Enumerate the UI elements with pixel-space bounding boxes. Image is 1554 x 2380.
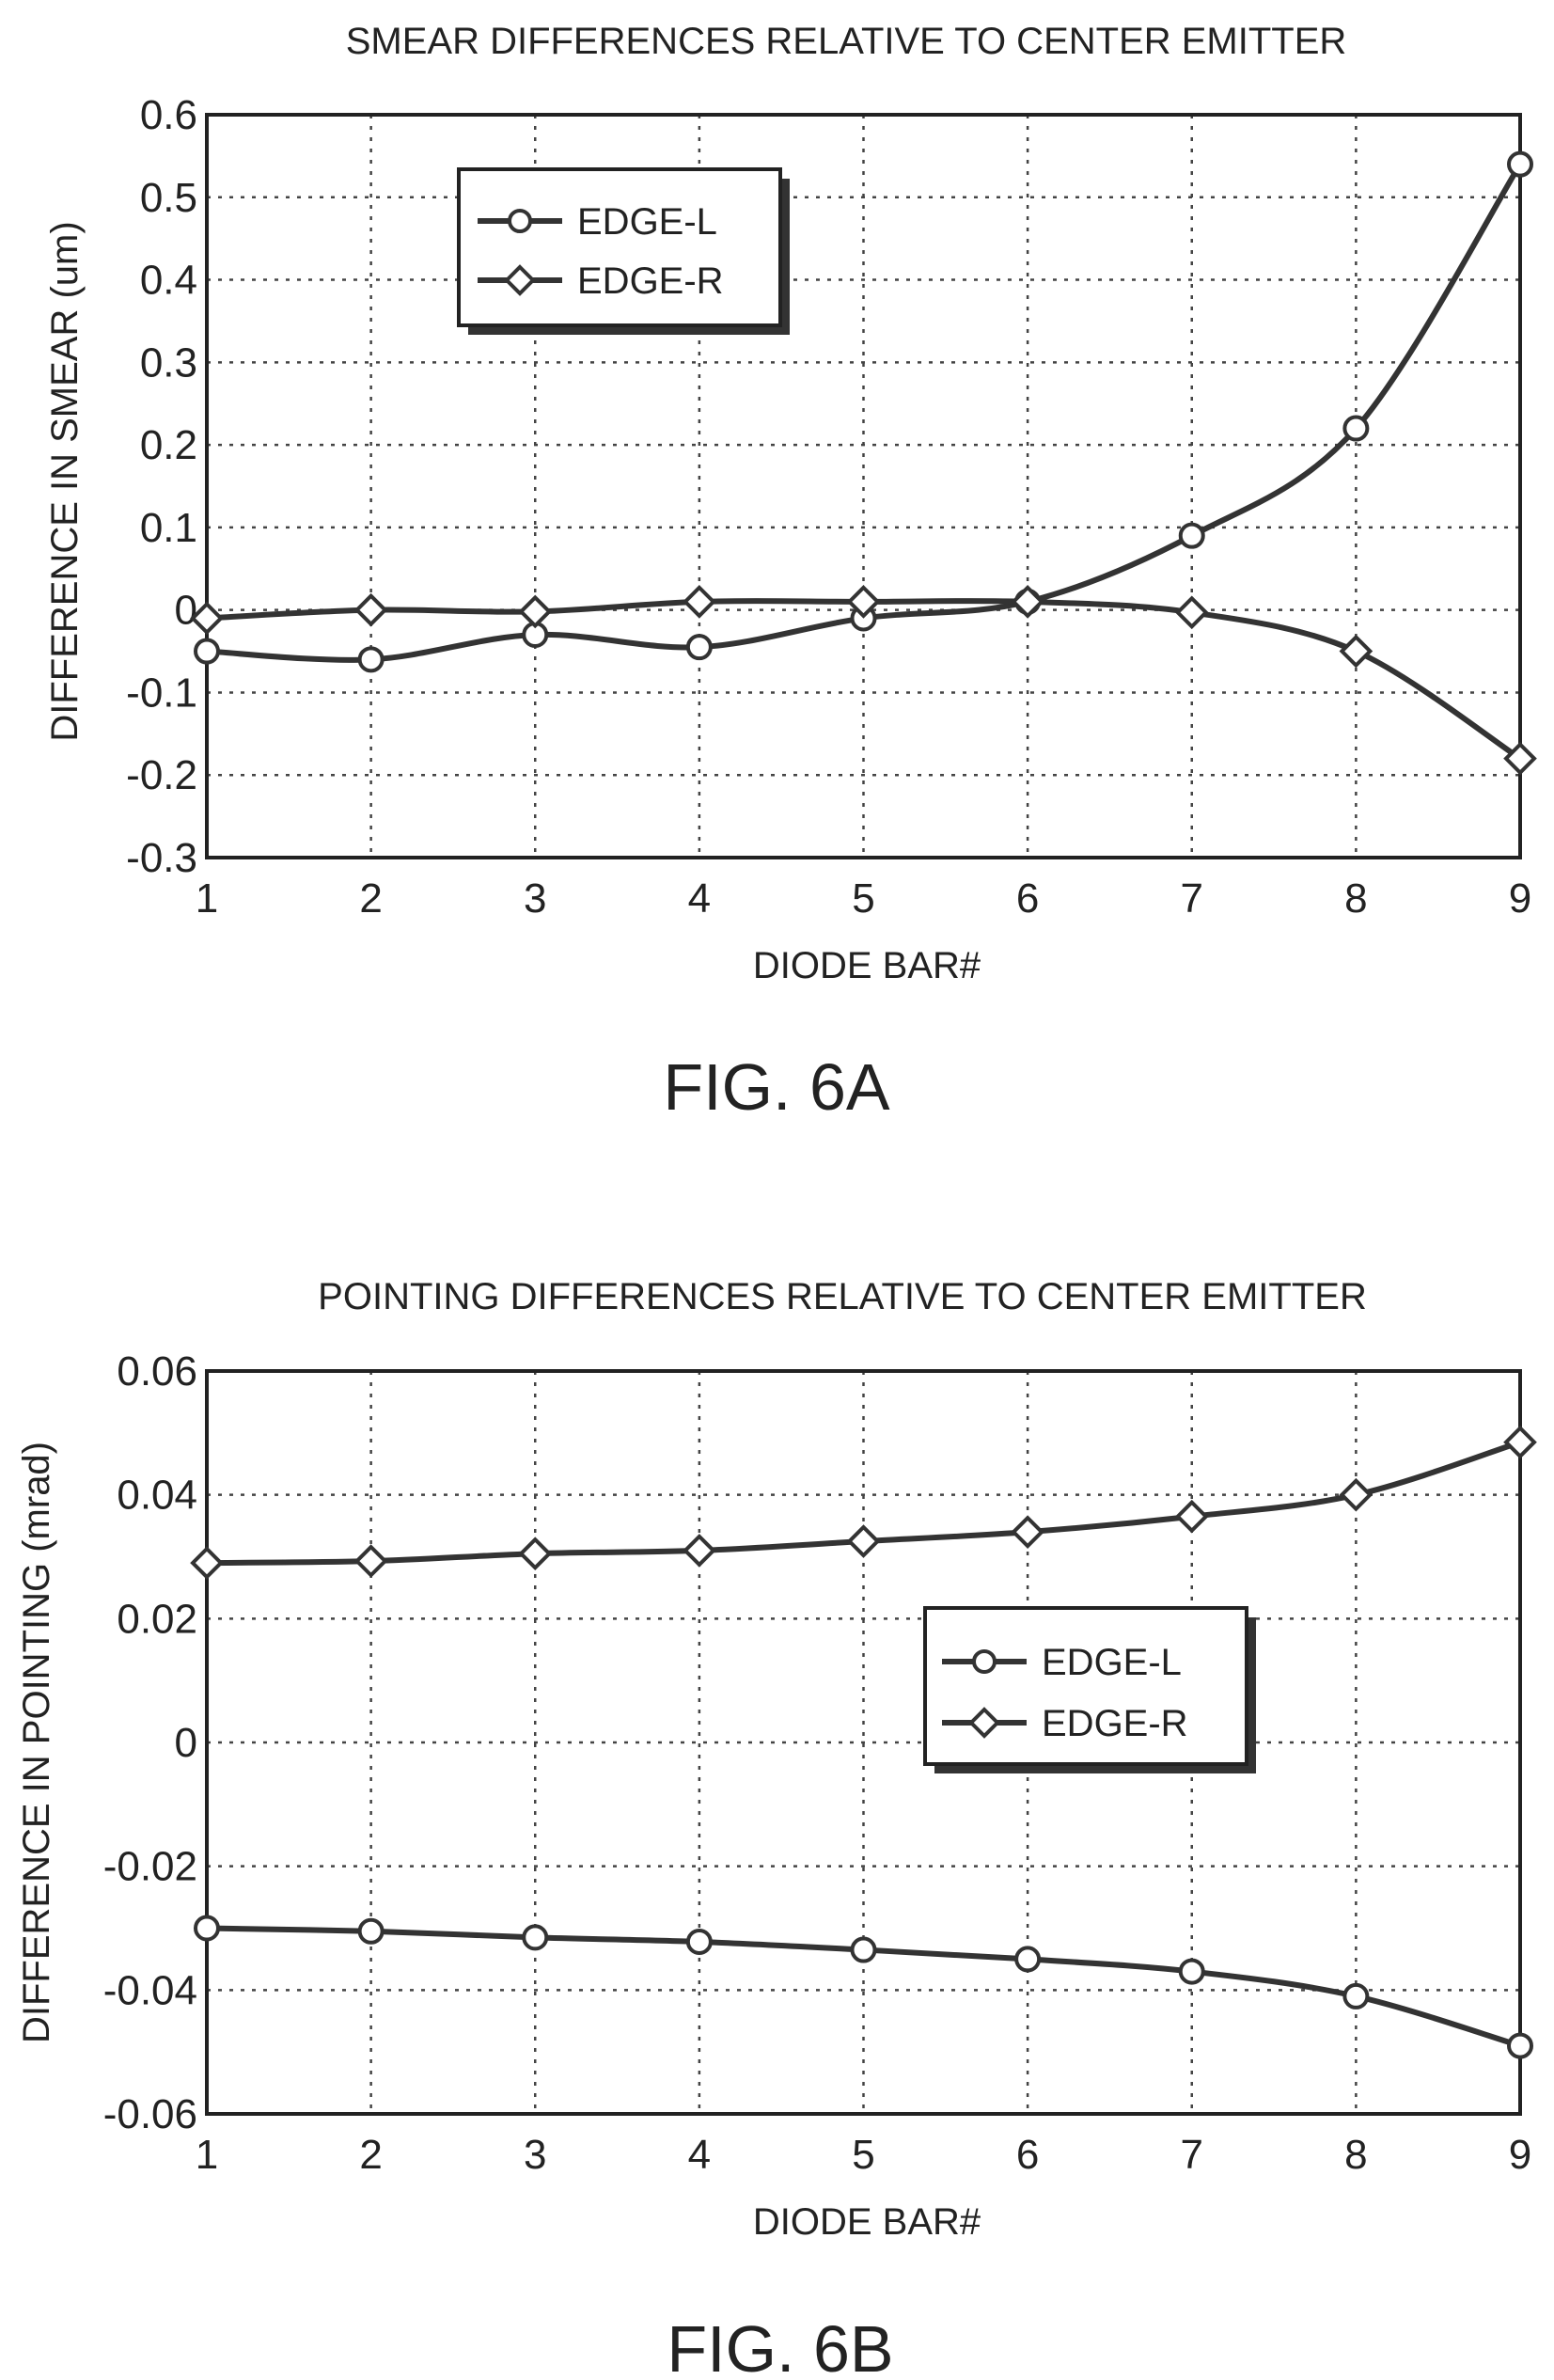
data-point-edge-l (1178, 522, 1205, 549)
figure-caption-6b: FIG. 6B (667, 2312, 893, 2380)
x-tick-label: 2 (359, 875, 382, 922)
data-point-edge-r (1174, 1499, 1209, 1534)
chart-6b: POINTING DIFFERENCES RELATIVE TO CENTER … (16, 1276, 1537, 2380)
legend-label-edge-l: EDGE-L (577, 201, 717, 243)
x-tick-label: 2 (359, 2132, 382, 2178)
y-tick-label: 0.1 (140, 505, 197, 551)
legend-marker-circle (972, 1649, 997, 1674)
chart-6b-plot-area (205, 1369, 1522, 2116)
y-tick-label: -0.1 (126, 670, 197, 716)
data-point-edge-l (850, 1936, 877, 1963)
data-point-edge-r (1503, 1425, 1537, 1459)
y-tick-label: -0.02 (103, 1844, 197, 1890)
chart-6b-title: POINTING DIFFERENCES RELATIVE TO CENTER … (318, 1276, 1367, 1317)
y-tick-label: 0.4 (140, 258, 197, 304)
legend-box (923, 1606, 1248, 1766)
chart-6b-y-axis-label: DIFFERENCE IN POINTING (mrad) (16, 1442, 57, 2043)
x-tick-label: 5 (852, 2132, 874, 2178)
data-point-edge-r (1011, 1515, 1044, 1549)
x-tick-label: 8 (1344, 2132, 1367, 2178)
data-point-edge-l (685, 1928, 713, 1955)
legend-label-edge-r: EDGE-R (577, 260, 724, 302)
data-point-edge-r (1174, 595, 1209, 630)
y-tick-label: -0.06 (103, 2091, 197, 2137)
x-tick-label: 1 (196, 2132, 218, 2178)
y-tick-label: 0.02 (117, 1596, 197, 1642)
chart-6a-legend: EDGE-L EDGE-R (457, 167, 790, 335)
data-point-edge-r (683, 585, 716, 619)
x-tick-label: 7 (1181, 2132, 1203, 2178)
data-point-edge-r (353, 1544, 388, 1578)
chart-6a-y-axis-label: DIFFERENCE IN SMEAR (um) (44, 221, 86, 741)
legend-marker-diamond (504, 264, 536, 296)
data-point-edge-r (1503, 741, 1537, 776)
data-point-edge-r (518, 594, 553, 629)
data-point-edge-r (1339, 1477, 1373, 1512)
chart-6a-plot-area (205, 113, 1522, 859)
x-tick-label: 6 (1016, 875, 1039, 922)
legend-box (457, 167, 782, 327)
x-tick-label: 3 (524, 875, 546, 922)
x-tick-label: 4 (688, 875, 711, 922)
legend-label-edge-l: EDGE-L (1042, 1642, 1182, 1683)
data-point-edge-r (846, 1524, 881, 1558)
data-point-edge-l (1014, 1946, 1042, 1973)
legend-label-edge-r: EDGE-R (1042, 1703, 1188, 1744)
chart-6a-title: SMEAR DIFFERENCES RELATIVE TO CENTER EMI… (346, 21, 1347, 62)
chart-6a-x-axis-label: DIODE BAR# (753, 945, 981, 986)
data-point-edge-l (1342, 415, 1370, 442)
y-tick-label: 0.2 (140, 422, 197, 468)
y-tick-label: 0.6 (140, 92, 197, 138)
chart-6b-x-axis-label: DIODE BAR# (753, 2201, 981, 2243)
y-tick-label: 0.3 (140, 339, 197, 386)
figure-caption-6a: FIG. 6A (663, 1050, 889, 1124)
x-tick-label: 9 (1509, 2132, 1531, 2178)
data-point-edge-r (518, 1537, 553, 1571)
x-tick-label: 9 (1509, 875, 1531, 922)
y-tick-label: -0.2 (126, 752, 197, 798)
y-tick-label: 0.5 (140, 175, 197, 221)
y-tick-label: 0.04 (117, 1473, 197, 1519)
y-tick-label: 0.06 (117, 1348, 197, 1395)
x-tick-label: 6 (1016, 2132, 1039, 2178)
data-point-edge-l (1507, 2032, 1533, 2059)
x-tick-label: 5 (852, 875, 874, 922)
data-point-edge-r (353, 592, 388, 627)
data-point-edge-l (1342, 1982, 1370, 2010)
chart-6a: SMEAR DIFFERENCES RELATIVE TO CENTER EMI… (44, 21, 1537, 1124)
data-point-edge-r (1011, 585, 1044, 619)
data-point-edge-r (190, 601, 224, 636)
y-tick-label: 0 (175, 588, 197, 634)
data-point-edge-l (1507, 150, 1533, 178)
data-point-edge-l (357, 646, 385, 673)
data-point-edge-l (685, 634, 713, 661)
chart-6b-legend: EDGE-L EDGE-R (923, 1606, 1256, 1773)
y-tick-label: 0 (175, 1720, 197, 1766)
data-point-edge-r (1339, 634, 1373, 669)
data-point-edge-r (683, 1534, 716, 1568)
data-point-edge-r (190, 1546, 224, 1580)
x-tick-label: 4 (688, 2132, 711, 2178)
data-point-edge-l (194, 1915, 220, 1942)
x-tick-label: 1 (196, 875, 218, 922)
data-point-edge-l (522, 1924, 549, 1951)
data-point-edge-r (846, 585, 881, 619)
x-tick-label: 3 (524, 2132, 546, 2178)
legend-marker-circle (508, 209, 532, 233)
x-tick-label: 7 (1181, 875, 1203, 922)
data-point-edge-l (357, 1917, 385, 1945)
y-tick-label: -0.04 (103, 1967, 197, 2013)
data-point-edge-l (194, 638, 220, 665)
y-tick-label: -0.3 (126, 835, 197, 881)
x-tick-label: 8 (1344, 875, 1367, 922)
legend-marker-diamond (968, 1707, 1000, 1739)
data-point-edge-l (1178, 1958, 1205, 1985)
